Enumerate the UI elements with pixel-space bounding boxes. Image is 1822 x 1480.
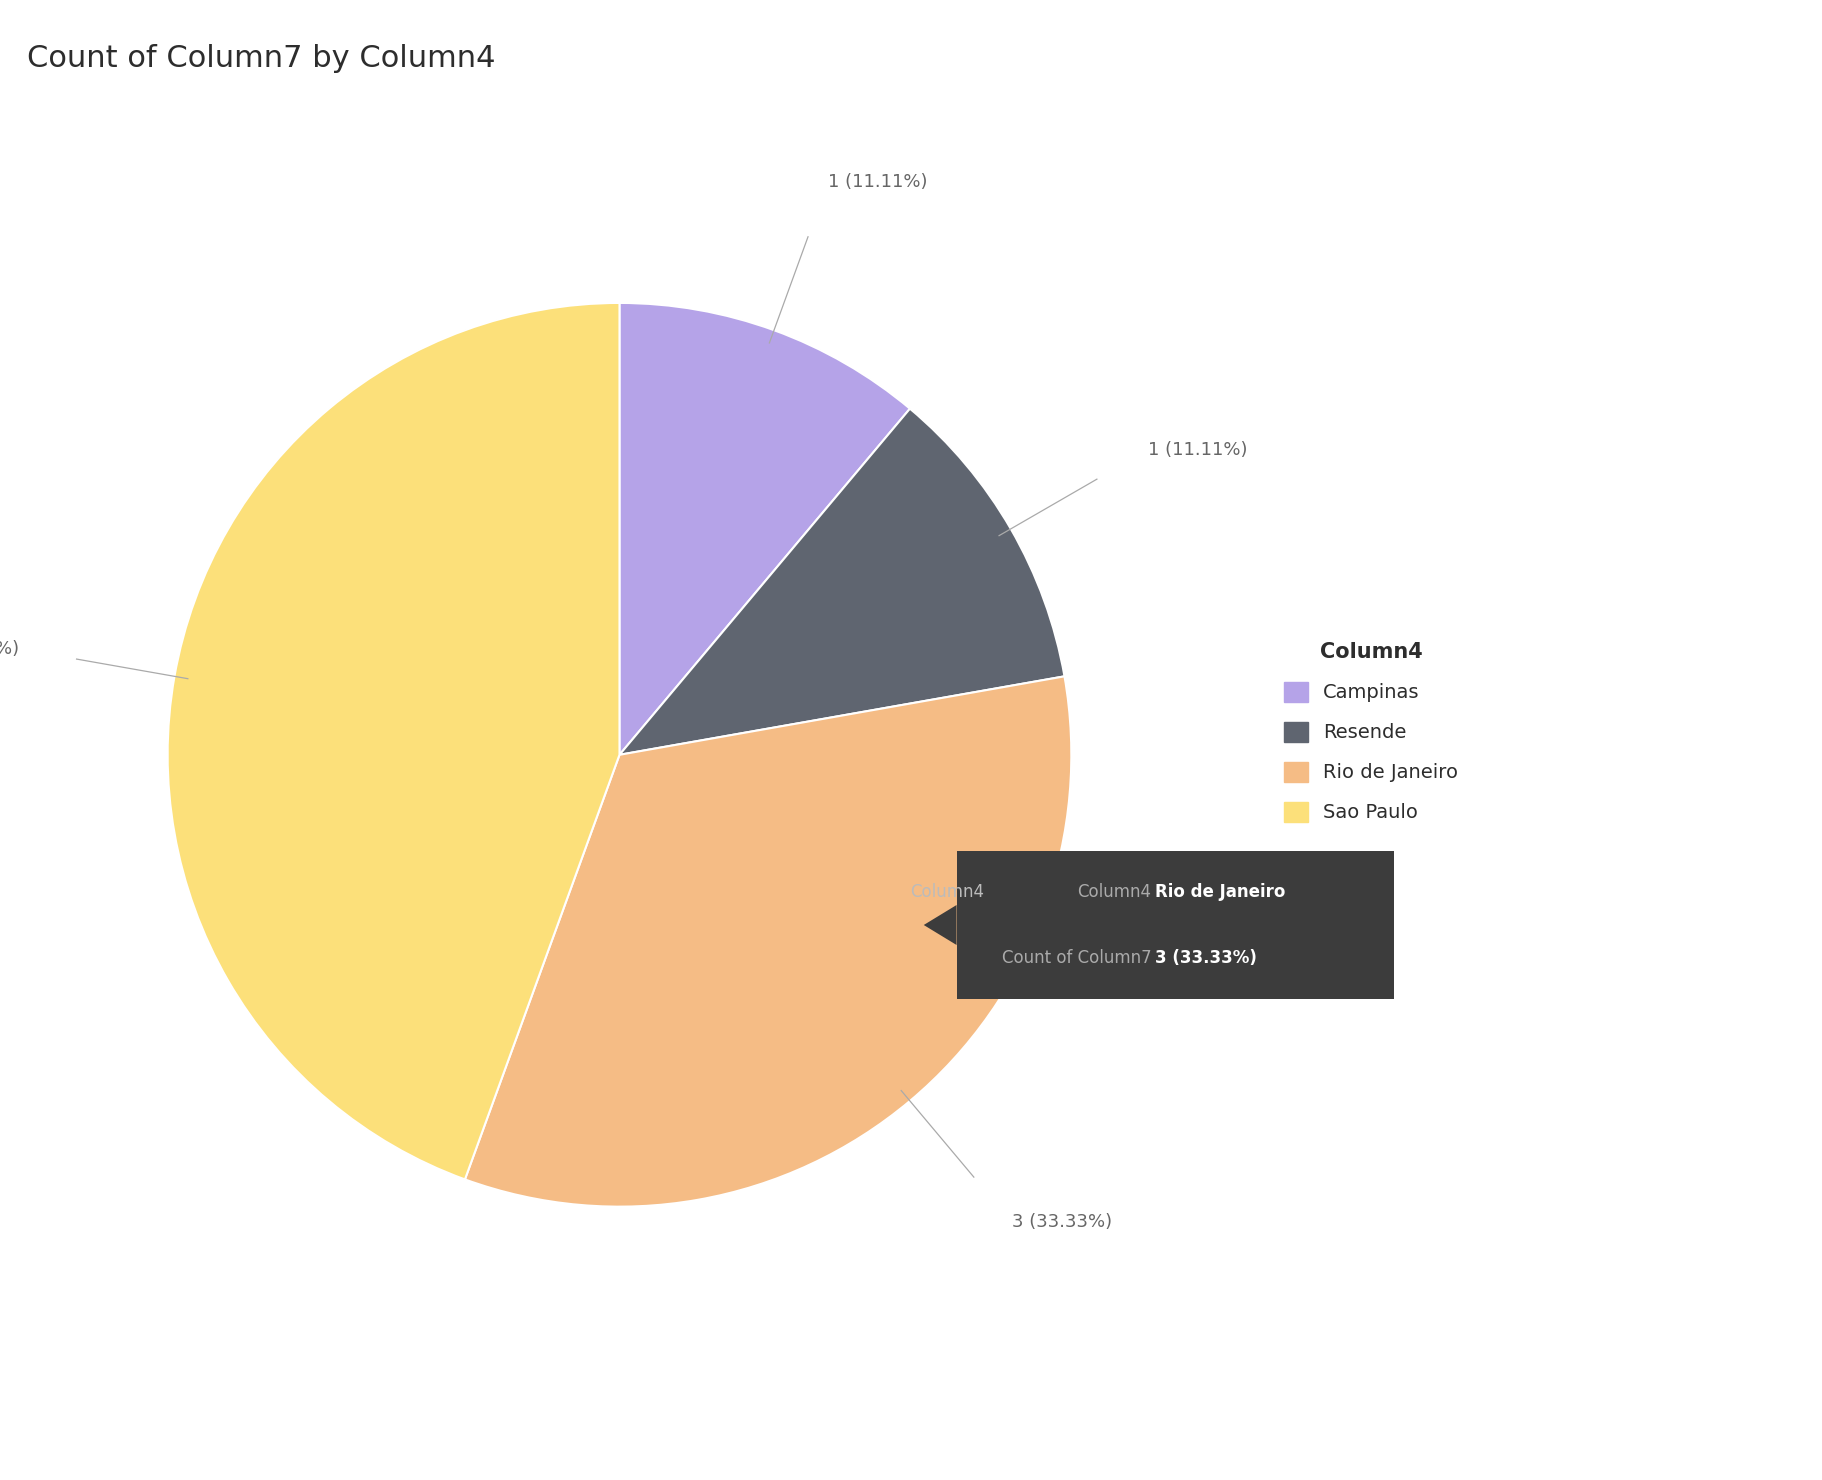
Text: Column4: Column4 [1077,884,1152,901]
Text: 1 (11.11%): 1 (11.11%) [829,173,927,191]
Text: Count of Column7 by Column4: Count of Column7 by Column4 [27,44,496,74]
Legend: Campinas, Resende, Rio de Janeiro, Sao Paulo: Campinas, Resende, Rio de Janeiro, Sao P… [1285,642,1458,823]
Text: 3 (33.33%): 3 (33.33%) [1011,1214,1111,1231]
Wedge shape [168,303,619,1180]
Text: 3 (33.33%): 3 (33.33%) [1155,949,1257,966]
Text: Rio de Janeiro: Rio de Janeiro [1155,884,1286,901]
Text: 1 (11.11%): 1 (11.11%) [1148,441,1248,459]
Wedge shape [465,676,1071,1206]
Text: Count of Column7: Count of Column7 [1002,949,1152,966]
Text: Column4: Column4 [909,884,984,901]
Wedge shape [619,303,909,755]
Text: 4 (44.44%): 4 (44.44%) [0,639,18,659]
Wedge shape [619,408,1064,755]
